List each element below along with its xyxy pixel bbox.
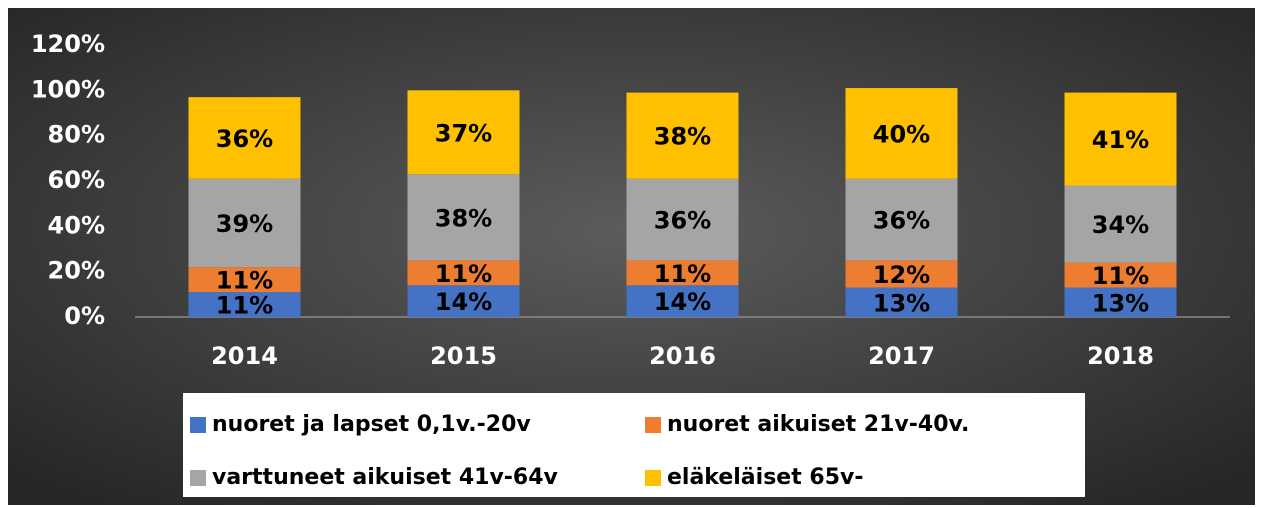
x-tick-label: 2016 [649, 342, 716, 370]
y-tick-label: 60% [48, 166, 105, 194]
data-label: 36% [873, 207, 930, 235]
bar-segment [1064, 287, 1177, 317]
x-tick-label: 2015 [430, 342, 497, 370]
data-label: 34% [1092, 211, 1149, 239]
data-label: 39% [216, 210, 273, 238]
data-label: 13% [1092, 289, 1149, 317]
bar-segment [1064, 185, 1177, 263]
data-label: 40% [873, 120, 930, 148]
data-label: 12% [873, 261, 930, 289]
legend-label: varttuneet aikuiset 41v-64v [212, 465, 559, 490]
legend-swatch [645, 470, 661, 486]
x-tick-label: 2017 [868, 342, 935, 370]
data-label: 11% [1092, 262, 1149, 290]
legend-swatch [190, 470, 206, 486]
bar-segment [188, 292, 301, 317]
bar-segment [626, 285, 739, 317]
bar-segment [188, 267, 301, 293]
y-tick-label: 40% [48, 211, 105, 239]
y-tick-label: 0% [64, 302, 105, 330]
legend-label: nuoret aikuiset 21v-40v. [667, 412, 969, 437]
bar-segment [1064, 262, 1177, 288]
data-label: 36% [216, 125, 273, 153]
bar-segment [845, 260, 958, 288]
bar-segment [845, 88, 958, 179]
data-label: 11% [654, 260, 711, 288]
bar-segment [407, 285, 520, 317]
bar-segment [845, 287, 958, 317]
legend-box [183, 393, 1085, 497]
data-label: 41% [1092, 126, 1149, 154]
data-label: 11% [216, 292, 273, 320]
data-label: 14% [654, 288, 711, 316]
bar-segment [626, 92, 739, 179]
bar-segment [407, 174, 520, 261]
data-label: 13% [873, 289, 930, 317]
y-tick-label: 120% [31, 30, 105, 58]
bar-segment [845, 178, 958, 261]
legend-label: eläkeläiset 65v- [667, 465, 863, 490]
bar-segment [407, 90, 520, 175]
legend-label: nuoret ja lapset 0,1v.-20v [212, 412, 531, 437]
y-tick-label: 80% [48, 121, 105, 149]
data-label: 11% [216, 267, 273, 295]
bar-segment [1064, 92, 1177, 186]
bar-segment [626, 260, 739, 286]
y-tick-label: 100% [31, 75, 105, 103]
data-label: 11% [435, 260, 492, 288]
data-label: 38% [435, 204, 492, 232]
legend-swatch [190, 417, 206, 433]
x-tick-label: 2018 [1087, 342, 1154, 370]
bar-segment [626, 178, 739, 261]
data-label: 37% [435, 119, 492, 147]
y-tick-label: 20% [48, 257, 105, 285]
bar-segment [188, 97, 301, 179]
data-label: 14% [435, 288, 492, 316]
legend-swatch [645, 417, 661, 433]
data-label: 38% [654, 123, 711, 151]
data-label: 36% [654, 207, 711, 235]
bar-segment [407, 260, 520, 286]
bar-segment [188, 178, 301, 268]
x-tick-label: 2014 [211, 342, 278, 370]
